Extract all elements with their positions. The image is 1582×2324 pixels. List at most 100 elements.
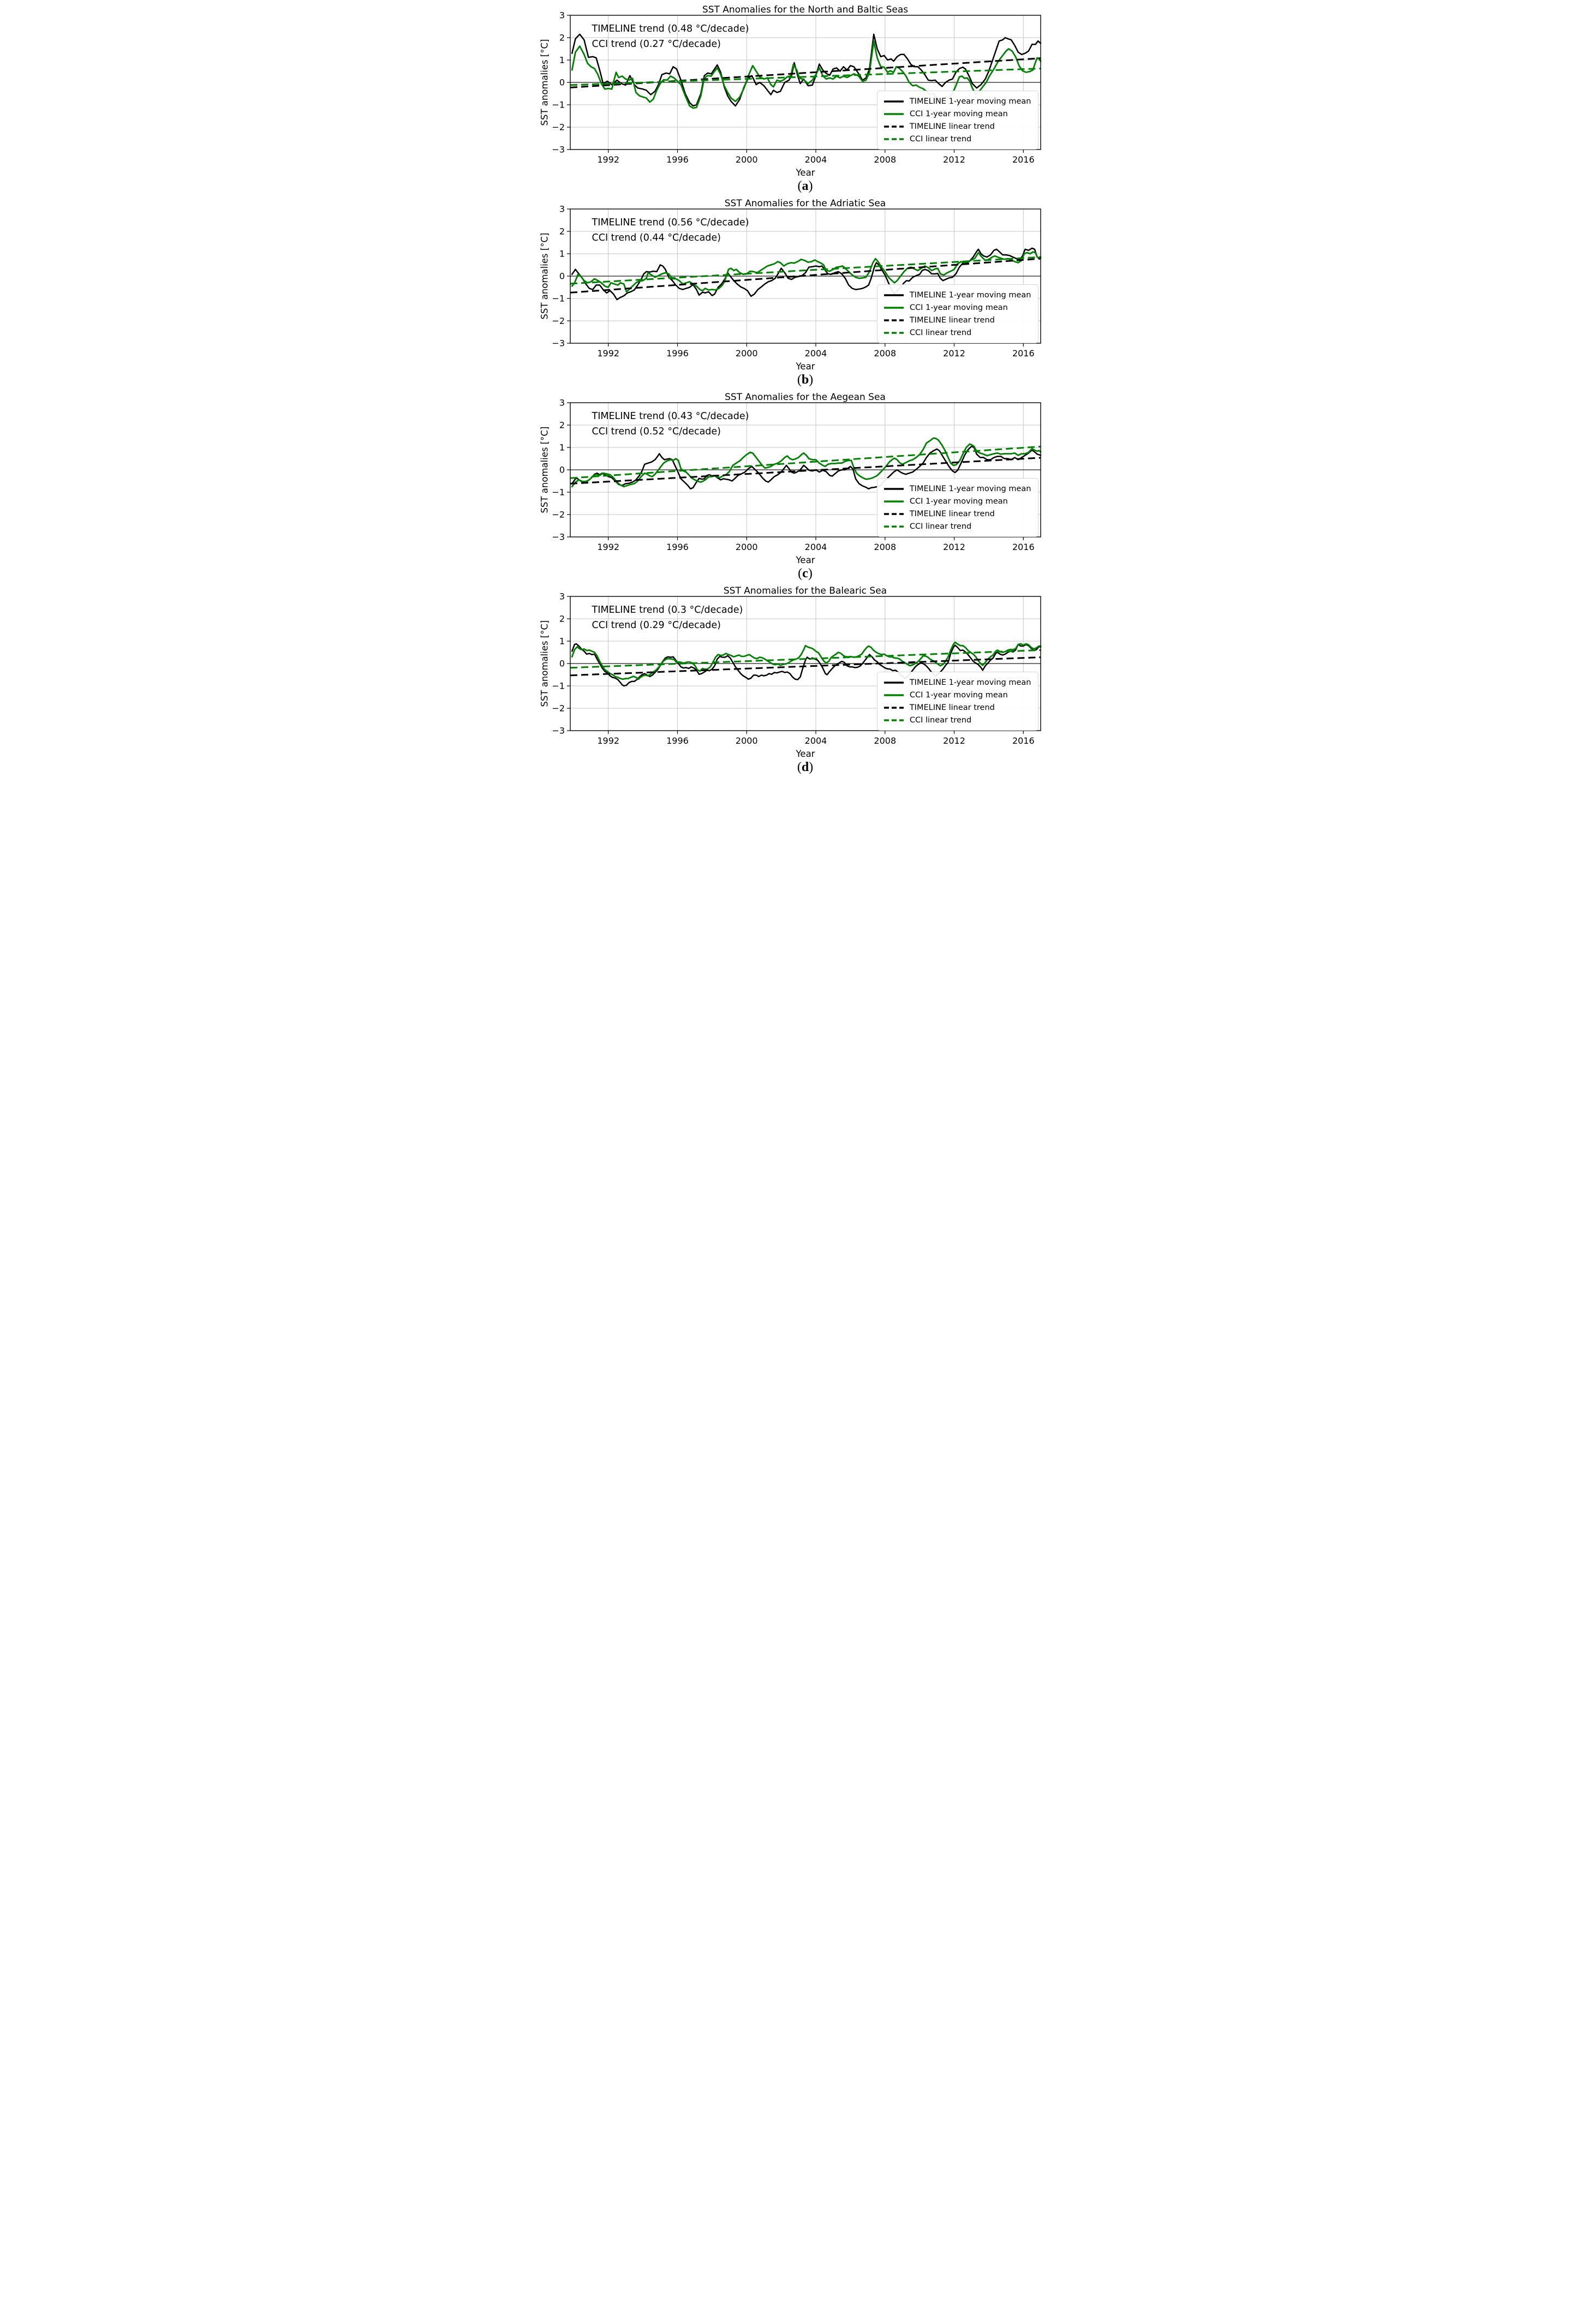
y-tick-label: 1 xyxy=(559,636,564,647)
solid-line-swatch xyxy=(883,500,904,503)
y-tick-label: 3 xyxy=(559,592,564,602)
x-tick-label: 1996 xyxy=(666,736,689,746)
legend-item: TIMELINE 1-year moving mean xyxy=(883,676,1031,689)
legend-label: TIMELINE 1-year moving mean xyxy=(909,484,1031,493)
y-tick-label: 0 xyxy=(559,77,564,88)
legend-item: CCI 1-year moving mean xyxy=(883,301,1031,314)
legend-label: CCI linear trend xyxy=(909,134,972,144)
panel-a-trend-annotation: TIMELINE trend (0.48 °C/decade) CCI tren… xyxy=(592,21,749,52)
panel-a-title: SST Anomalies for the North and Baltic S… xyxy=(702,4,909,15)
x-tick-label: 2008 xyxy=(874,154,896,165)
legend-item: CCI 1-year moving mean xyxy=(883,495,1031,507)
legend-item: TIMELINE linear trend xyxy=(883,701,1031,714)
x-tick-label: 2008 xyxy=(874,348,896,359)
y-tick-label: 1 xyxy=(559,55,564,65)
legend-label: TIMELINE linear trend xyxy=(909,703,995,712)
legend-label: TIMELINE linear trend xyxy=(909,509,995,518)
y-tick-label: 1 xyxy=(559,249,564,259)
panel-b: 1992 1996 2000 2004 2008 2012 2016 3 2 1 0 −1 −2 −3 Ye… xyxy=(538,197,1045,391)
dashed-line-swatch xyxy=(883,525,904,528)
x-tick-label: 1992 xyxy=(597,154,619,165)
x-tick-label: 2016 xyxy=(1012,542,1034,552)
moving-mean-line xyxy=(571,40,1041,109)
legend: TIMELINE 1-year moving mean CCI 1-year mo… xyxy=(876,91,1038,150)
x-tick-label: 1996 xyxy=(666,154,689,165)
legend-item: TIMELINE 1-year moving mean xyxy=(883,482,1031,495)
x-tick-label: 2012 xyxy=(943,348,965,359)
y-tick-label: 2 xyxy=(559,614,564,624)
legend-item: CCI 1-year moving mean xyxy=(883,107,1031,120)
x-tick-label: 2000 xyxy=(735,542,757,552)
panel-c: 1992 1996 2000 2004 2008 2012 2016 3 2 1 0 −1 −2 −3 Ye… xyxy=(538,391,1045,584)
x-tick-label: 1996 xyxy=(666,348,689,359)
x-tick-label: 2012 xyxy=(943,736,965,746)
y-tick-label: 3 xyxy=(559,398,564,408)
trend-line xyxy=(570,256,1041,285)
y-tick-label: −1 xyxy=(552,487,565,498)
moving-mean-line xyxy=(571,643,1041,687)
panel-d: 1992 1996 2000 2004 2008 2012 2016 3 2 1 0 −1 −2 −3 Ye… xyxy=(538,584,1045,778)
cci-trend-text: CCI trend (0.27 °C/decade) xyxy=(592,39,721,50)
x-tick-label: 2008 xyxy=(874,542,896,552)
y-tick-label: −2 xyxy=(552,316,565,326)
panel-b-label: (b) xyxy=(797,373,814,387)
panel-c-title: SST Anomalies for the Aegean Sea xyxy=(725,392,886,403)
moving-mean-line xyxy=(571,641,1041,680)
dashed-line-swatch xyxy=(883,138,904,140)
y-tick-label: 0 xyxy=(559,659,564,669)
legend-item: CCI linear trend xyxy=(883,520,1031,533)
dashed-line-swatch xyxy=(883,319,904,321)
x-tick-label: 1992 xyxy=(597,348,619,359)
legend-item: CCI linear trend xyxy=(883,326,1031,339)
dashed-line-swatch xyxy=(883,125,904,128)
legend-label: CCI linear trend xyxy=(909,715,972,725)
timeline-trend-text: TIMELINE trend (0.43 °C/decade) xyxy=(592,411,749,422)
legend-label: CCI 1-year moving mean xyxy=(909,109,1008,118)
trend-line xyxy=(570,649,1041,669)
cci-trend-text: CCI trend (0.52 °C/decade) xyxy=(592,426,721,437)
legend-item: CCI linear trend xyxy=(883,133,1031,145)
y-axis-label: SST anomalies [°C] xyxy=(539,39,550,126)
x-tick-label: 2004 xyxy=(804,542,827,552)
x-tick-label: 1992 xyxy=(597,542,619,552)
cci-trend-text: CCI trend (0.29 °C/decade) xyxy=(592,620,721,631)
panel-c-label: (c) xyxy=(798,566,813,581)
timeline-trend-text: TIMELINE trend (0.48 °C/decade) xyxy=(592,23,749,34)
legend-label: CCI 1-year moving mean xyxy=(909,690,1008,700)
x-tick-label: 1996 xyxy=(666,542,689,552)
x-tick-label: 2016 xyxy=(1012,154,1034,165)
y-tick-label: −3 xyxy=(552,532,565,542)
panel-d-label: (d) xyxy=(797,760,814,774)
timeline-trend-text: TIMELINE trend (0.3 °C/decade) xyxy=(592,605,743,616)
moving-mean-line xyxy=(571,445,1041,490)
y-tick-label: 1 xyxy=(559,443,564,453)
y-tick-label: 0 xyxy=(559,271,564,282)
x-axis-label: Year xyxy=(795,361,815,372)
dashed-line-swatch xyxy=(883,706,904,709)
legend-item: TIMELINE linear trend xyxy=(883,120,1031,133)
trend-line xyxy=(570,258,1041,294)
y-tick-label: −2 xyxy=(552,703,565,714)
x-tick-label: 1992 xyxy=(597,736,619,746)
y-tick-label: 0 xyxy=(559,465,564,475)
y-tick-label: −2 xyxy=(552,122,565,133)
panel-d-trend-annotation: TIMELINE trend (0.3 °C/decade) CCI trend… xyxy=(592,602,743,633)
panel-a: 1992 1996 2000 2004 2008 2012 2016 3 2 1 0 −1 −2 −3 Ye… xyxy=(538,3,1045,197)
panel-c-trend-annotation: TIMELINE trend (0.43 °C/decade) CCI tren… xyxy=(592,409,749,439)
x-tick-label: 2000 xyxy=(735,348,757,359)
dashed-line-swatch xyxy=(883,719,904,721)
panel-a-label: (a) xyxy=(797,179,813,193)
x-tick-label: 2004 xyxy=(804,348,827,359)
moving-mean-line xyxy=(571,437,1041,488)
x-tick-label: 2016 xyxy=(1012,348,1034,359)
legend-label: TIMELINE 1-year moving mean xyxy=(909,290,1031,300)
legend: TIMELINE 1-year moving mean CCI 1-year mo… xyxy=(876,478,1038,537)
y-axis-label: SST anomalies [°C] xyxy=(539,426,550,513)
x-axis-label: Year xyxy=(795,555,815,565)
legend-label: CCI linear trend xyxy=(909,328,972,337)
x-tick-label: 2004 xyxy=(804,736,827,746)
x-axis-label: Year xyxy=(795,749,815,759)
chart-svg-c: 1992 1996 2000 2004 2008 2012 2016 3 2 1 0 −1 −2 −3 Ye… xyxy=(552,398,1041,565)
solid-line-swatch xyxy=(883,306,904,309)
x-tick-label: 2000 xyxy=(735,154,757,165)
